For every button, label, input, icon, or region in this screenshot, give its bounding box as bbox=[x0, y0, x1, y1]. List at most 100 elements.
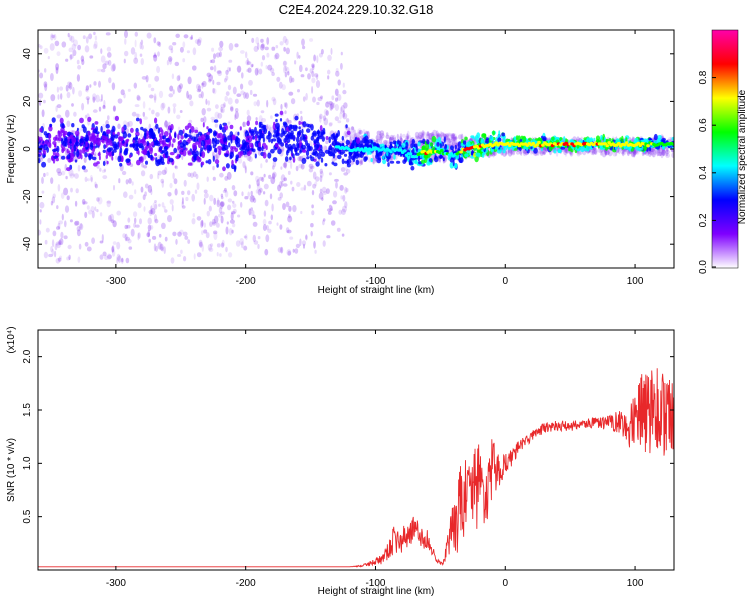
spectrogram-speckle bbox=[219, 51, 222, 58]
spectrogram-band-cell bbox=[355, 159, 360, 166]
spectrogram-band-cell bbox=[311, 152, 316, 156]
spectrogram-speckle bbox=[651, 149, 657, 158]
spectrogram-speckle bbox=[330, 102, 334, 110]
spectrogram-speckle bbox=[415, 135, 420, 140]
spectrogram-speckle bbox=[419, 134, 422, 139]
spectrogram-speckle bbox=[330, 206, 333, 211]
spectrogram-speckle bbox=[102, 104, 106, 109]
spectrogram-speckle bbox=[89, 84, 92, 88]
spectrogram-speckle bbox=[164, 120, 169, 128]
spectrogram-speckle bbox=[96, 197, 100, 202]
spectrogram-band-cell bbox=[169, 151, 175, 156]
spectrogram-speckle bbox=[450, 134, 455, 139]
spectrogram-speckle bbox=[267, 228, 272, 233]
spectrogram-speckle bbox=[199, 241, 203, 248]
spectrogram-speckle bbox=[276, 76, 281, 82]
spectrogram-speckle bbox=[149, 211, 152, 217]
spectrogram-speckle bbox=[522, 151, 528, 157]
spectrogram-speckle bbox=[359, 130, 363, 135]
spectrogram-band-cell bbox=[483, 133, 487, 140]
spectrogram-band-cell bbox=[201, 151, 206, 159]
spectrogram-speckle bbox=[225, 75, 229, 81]
spectrogram-speckle bbox=[59, 255, 62, 260]
spectrogram-speckle bbox=[212, 176, 216, 181]
spectrogram-speckle bbox=[243, 235, 247, 239]
spectrogram-band-cell bbox=[267, 130, 271, 137]
spectrogram-speckle bbox=[653, 147, 657, 155]
spectrogram-band-cell bbox=[319, 144, 323, 151]
spectrogram-band-cell bbox=[150, 154, 153, 161]
spectrogram-speckle bbox=[277, 184, 282, 192]
spectrogram-speckle bbox=[41, 109, 45, 118]
spectrogram-band-cell bbox=[235, 154, 239, 160]
spectrogram-speckle bbox=[44, 239, 48, 245]
spectrogram-speckle bbox=[334, 178, 339, 182]
spectrogram-speckle bbox=[287, 119, 292, 124]
spectrogram-speckle bbox=[345, 118, 350, 123]
spectrogram-band-cell bbox=[80, 154, 83, 160]
spectrogram-speckle bbox=[323, 117, 329, 126]
spectrogram-band-cell bbox=[450, 145, 454, 151]
spectrogram-band-cell bbox=[154, 139, 159, 145]
spectrogram-speckle bbox=[284, 71, 288, 78]
spectrogram-speckle bbox=[341, 233, 345, 237]
spectrogram-band-cell bbox=[410, 143, 414, 149]
spectrogram-speckle bbox=[305, 67, 308, 72]
spectrogram-band-cell bbox=[308, 146, 313, 151]
spectrogram-speckle bbox=[376, 134, 379, 142]
spectrogram-speckle bbox=[131, 181, 134, 186]
spectrogram-speckle bbox=[186, 50, 190, 54]
spectrogram-speckle bbox=[100, 55, 106, 63]
spectrogram-speckle bbox=[191, 193, 195, 202]
spectrogram-band-cell bbox=[409, 158, 412, 164]
spectrogram-band-cell bbox=[258, 135, 261, 142]
spectrogram-band-cell bbox=[66, 167, 71, 172]
spectrogram-speckle bbox=[92, 96, 96, 103]
spectrogram-speckle bbox=[84, 176, 88, 182]
spectrogram-band-cell bbox=[468, 149, 471, 156]
spectrogram-speckle bbox=[117, 255, 122, 263]
colorbar-tick-label: 0.4 bbox=[698, 165, 709, 179]
spectrogram-speckle bbox=[280, 174, 286, 183]
spectrogram-speckle bbox=[217, 70, 222, 77]
spectrogram-band-cell bbox=[219, 123, 223, 130]
spectrogram-speckle bbox=[372, 158, 376, 165]
spectrogram-speckle bbox=[319, 113, 323, 120]
spectrogram-speckle bbox=[185, 196, 189, 202]
spectrogram-speckle bbox=[153, 37, 157, 44]
spectrogram-speckle bbox=[451, 136, 456, 143]
spectrogram-band-cell bbox=[135, 136, 138, 140]
spectrogram-speckle bbox=[255, 36, 260, 45]
spectrogram-band-cell bbox=[91, 156, 97, 161]
spectrogram-ridge-cell bbox=[531, 141, 535, 146]
spectrogram-band-cell bbox=[118, 136, 122, 142]
spectrogram-band-cell bbox=[282, 130, 286, 137]
spectrogram-band-cell bbox=[192, 142, 197, 150]
spectrogram-speckle bbox=[286, 249, 292, 256]
spectrogram-speckle bbox=[270, 214, 273, 221]
spectrogram-speckle bbox=[133, 57, 139, 64]
spectrogram-speckle bbox=[202, 80, 207, 88]
spectrogram-speckle bbox=[222, 189, 227, 193]
spectrogram-speckle bbox=[283, 46, 286, 52]
spectrogram-speckle bbox=[99, 212, 103, 217]
spectrogram-speckle bbox=[172, 103, 177, 108]
spectrogram-speckle bbox=[68, 254, 71, 260]
spectrogram-speckle bbox=[166, 60, 169, 66]
spectrogram-speckle bbox=[167, 192, 172, 197]
spectrogram-speckle bbox=[261, 118, 266, 123]
spectrogram-band-cell bbox=[634, 137, 639, 143]
spectrogram-band-cell bbox=[452, 159, 455, 167]
spectrogram-band-cell bbox=[205, 160, 209, 164]
spectrogram-band-cell bbox=[183, 132, 188, 139]
spectrogram-speckle bbox=[327, 54, 332, 62]
spectrogram-speckle bbox=[47, 56, 50, 60]
spectrogram-band-cell bbox=[372, 142, 377, 147]
spectrogram-speckle bbox=[591, 150, 597, 155]
spectrogram-speckle bbox=[83, 201, 88, 205]
x-tick-label: -200 bbox=[236, 276, 256, 287]
spectrogram-speckle bbox=[38, 43, 41, 48]
spectrogram-speckle bbox=[77, 65, 82, 70]
spectrogram-speckle bbox=[228, 59, 233, 63]
spectrogram-speckle bbox=[305, 234, 308, 241]
